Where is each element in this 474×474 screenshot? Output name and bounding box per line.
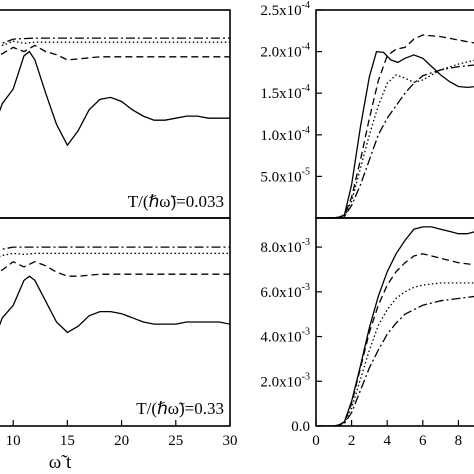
x-tick-label: 20 bbox=[114, 433, 129, 449]
panel-bottom-right-curves bbox=[316, 226, 474, 426]
panel-bottom-left-xticks: 10 15 20 25 30 bbox=[6, 420, 238, 449]
panel-bottom-right-yticks: 0.0 2.0x10-3 4.0x10-3 6.0x10-3 8.0x10-3 bbox=[260, 237, 322, 435]
series-dashed-line bbox=[316, 253, 474, 426]
y-tick-label: 8.0x10-3 bbox=[260, 237, 310, 256]
y-tick-label: 1.0x10-4 bbox=[260, 125, 310, 144]
x-tick-label: 10 bbox=[6, 433, 21, 449]
series-solid-line bbox=[316, 50, 474, 218]
x-tick-label: 30 bbox=[223, 433, 238, 449]
panel-top-left-curves bbox=[0, 37, 230, 147]
y-tick-label: 1.5x10-4 bbox=[260, 83, 310, 102]
y-tick-label: 2.0x10-4 bbox=[260, 42, 310, 61]
x-tick-label: 0 bbox=[312, 433, 320, 449]
series-dotted-line bbox=[0, 40, 230, 48]
x-tick-label: 4 bbox=[383, 433, 391, 449]
series-dashed-line bbox=[0, 44, 230, 61]
panel-bottom-left-xlabel: ω̃ t bbox=[49, 452, 72, 473]
panel-top-left: T/(ℏω̃)=0.033 bbox=[0, 9, 231, 219]
series-dashed-line bbox=[0, 260, 230, 277]
x-tick-label: 2 bbox=[348, 433, 356, 449]
y-tick-label: 5.0x10-5 bbox=[260, 166, 310, 185]
series-solid-line bbox=[0, 275, 230, 334]
panel-bottom-right: 0.0 2.0x10-3 4.0x10-3 6.0x10-3 8.0x10-3 0 2 4 6… bbox=[260, 217, 474, 449]
panel-top-left-annotation: T/(ℏω̃)=0.033 bbox=[128, 192, 224, 211]
x-tick-label: 15 bbox=[60, 433, 75, 449]
series-dashdot-line bbox=[0, 246, 230, 251]
panel-bottom-right-xticks: 0 2 4 6 8 bbox=[312, 420, 462, 449]
series-dashdot-line bbox=[316, 64, 474, 218]
panel-bottom-right-frame bbox=[315, 217, 474, 427]
y-tick-label: 2.5x10-4 bbox=[260, 0, 310, 19]
panel-bottom-left-curves bbox=[0, 246, 230, 334]
x-tick-label: 8 bbox=[455, 433, 463, 449]
panel-top-right: 5.0x10-5 1.0x10-4 1.5x10-4 2.0x10-4 2.5x10-4 bbox=[260, 0, 474, 219]
series-dashed-line bbox=[316, 34, 474, 218]
panel-bottom-left: 10 15 20 25 30 T/(ℏω̃)=0.33 ω̃ t bbox=[0, 217, 238, 473]
panel-top-right-yticks: 5.0x10-5 1.0x10-4 1.5x10-4 2.0x10-4 2.5x10-4 bbox=[260, 0, 322, 185]
y-tick-label: 2.0x10-3 bbox=[260, 371, 310, 390]
y-tick-label: 0.0 bbox=[291, 419, 310, 435]
x-tick-label: 25 bbox=[168, 433, 183, 449]
series-dotted-line bbox=[316, 59, 474, 218]
series-solid-line bbox=[0, 50, 230, 147]
series-dashdot-line bbox=[316, 295, 474, 426]
series-dotted-line bbox=[316, 282, 474, 426]
panel-bottom-left-frame bbox=[0, 217, 231, 427]
panel-top-right-frame bbox=[315, 9, 474, 219]
panel-top-left-frame bbox=[0, 9, 231, 219]
y-tick-label: 4.0x10-3 bbox=[260, 327, 310, 346]
panel-top-right-curves bbox=[316, 34, 474, 218]
series-solid-line bbox=[316, 226, 474, 426]
x-tick-label: 6 bbox=[419, 433, 427, 449]
series-dotted-line bbox=[0, 252, 230, 257]
y-tick-label: 6.0x10-3 bbox=[260, 282, 310, 301]
panel-bottom-left-annotation: T/(ℏω̃)=0.33 bbox=[136, 399, 224, 418]
